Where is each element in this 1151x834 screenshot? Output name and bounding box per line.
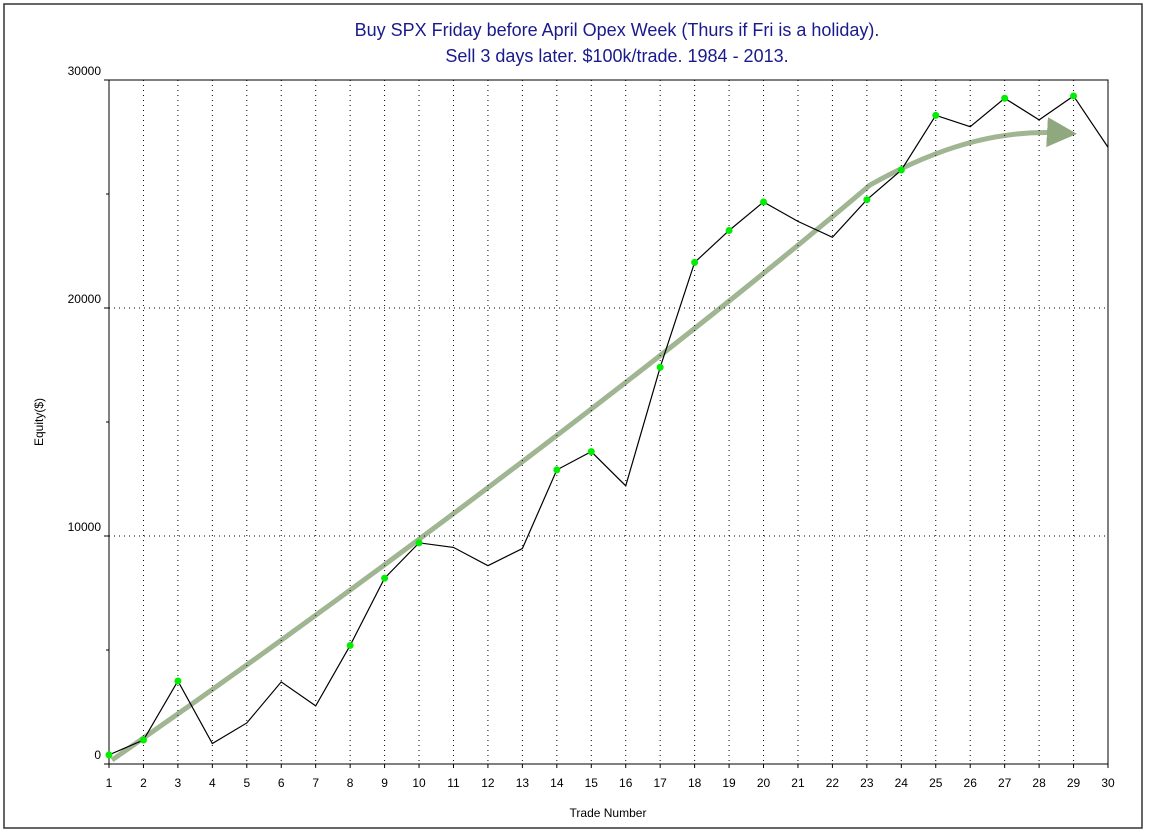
x-tick-label: 29 xyxy=(1067,776,1081,790)
equity-high-marker xyxy=(105,751,113,759)
x-tick-label: 9 xyxy=(381,776,388,790)
x-tick-label: 27 xyxy=(998,776,1012,790)
equity-high-marker xyxy=(587,448,595,456)
equity-high-marker xyxy=(760,198,768,206)
x-tick-label: 12 xyxy=(481,776,495,790)
x-tick-label: 6 xyxy=(278,776,285,790)
equity-high-marker xyxy=(174,677,182,685)
y-tick-label: 30000 xyxy=(68,64,102,78)
trend-arrow xyxy=(110,117,1077,763)
chart-title: Buy SPX Friday before April Opex Week (T… xyxy=(355,20,880,40)
y-tick-label: 10000 xyxy=(68,520,102,534)
y-tick-label: 0 xyxy=(94,748,101,762)
x-tick-label: 30 xyxy=(1101,776,1115,790)
chart-title: Sell 3 days later. $100k/trade. 1984 - 2… xyxy=(445,46,788,66)
x-tick-label: 5 xyxy=(243,776,250,790)
frame xyxy=(3,3,1143,829)
x-tick-label: 25 xyxy=(929,776,943,790)
plot-border xyxy=(108,79,1109,765)
y-axis-label: Equity($) xyxy=(32,398,46,446)
equity-high-marker xyxy=(381,574,389,582)
x-tick-label: 23 xyxy=(860,776,874,790)
equity-high-marker xyxy=(863,196,871,204)
x-tick-label: 11 xyxy=(447,776,460,790)
x-tick-label: 28 xyxy=(1032,776,1046,790)
equity-high-marker xyxy=(346,641,354,649)
x-tick-label: 20 xyxy=(757,776,771,790)
equity-high-marker xyxy=(725,226,733,234)
equity-high-marker xyxy=(1070,92,1078,100)
y-tick-label: 20000 xyxy=(68,292,102,306)
x-tick-label: 10 xyxy=(412,776,426,790)
equity-high-marker xyxy=(656,363,664,371)
x-tick-label: 26 xyxy=(964,776,978,790)
x-tick-label: 19 xyxy=(722,776,736,790)
equity-high-marker xyxy=(932,111,940,119)
x-tick-label: 16 xyxy=(619,776,633,790)
x-tick-label: 13 xyxy=(516,776,530,790)
equity-high-marker xyxy=(691,258,699,266)
x-tick-label: 17 xyxy=(653,776,667,790)
equity-line xyxy=(108,95,1109,756)
x-tick-label: 24 xyxy=(895,776,909,790)
equity-high-marker xyxy=(415,539,423,547)
equity-high-marker xyxy=(553,466,561,474)
x-tick-label: 1 xyxy=(106,776,113,790)
x-tick-label: 7 xyxy=(312,776,319,790)
x-tick-label: 18 xyxy=(688,776,702,790)
x-axis-label: Trade Number xyxy=(570,806,647,820)
x-tick-label: 15 xyxy=(585,776,599,790)
x-tick-label: 4 xyxy=(209,776,216,790)
equity-high-marker xyxy=(1001,94,1009,102)
x-tick-label: 14 xyxy=(550,776,564,790)
x-tick-label: 21 xyxy=(791,776,805,790)
x-tick-label: 3 xyxy=(175,776,182,790)
x-tick-label: 2 xyxy=(140,776,147,790)
x-tick-label: 8 xyxy=(347,776,354,790)
x-tick-label: 22 xyxy=(826,776,840,790)
equity-high-marker xyxy=(139,736,147,744)
equity-high-marker xyxy=(897,166,905,174)
